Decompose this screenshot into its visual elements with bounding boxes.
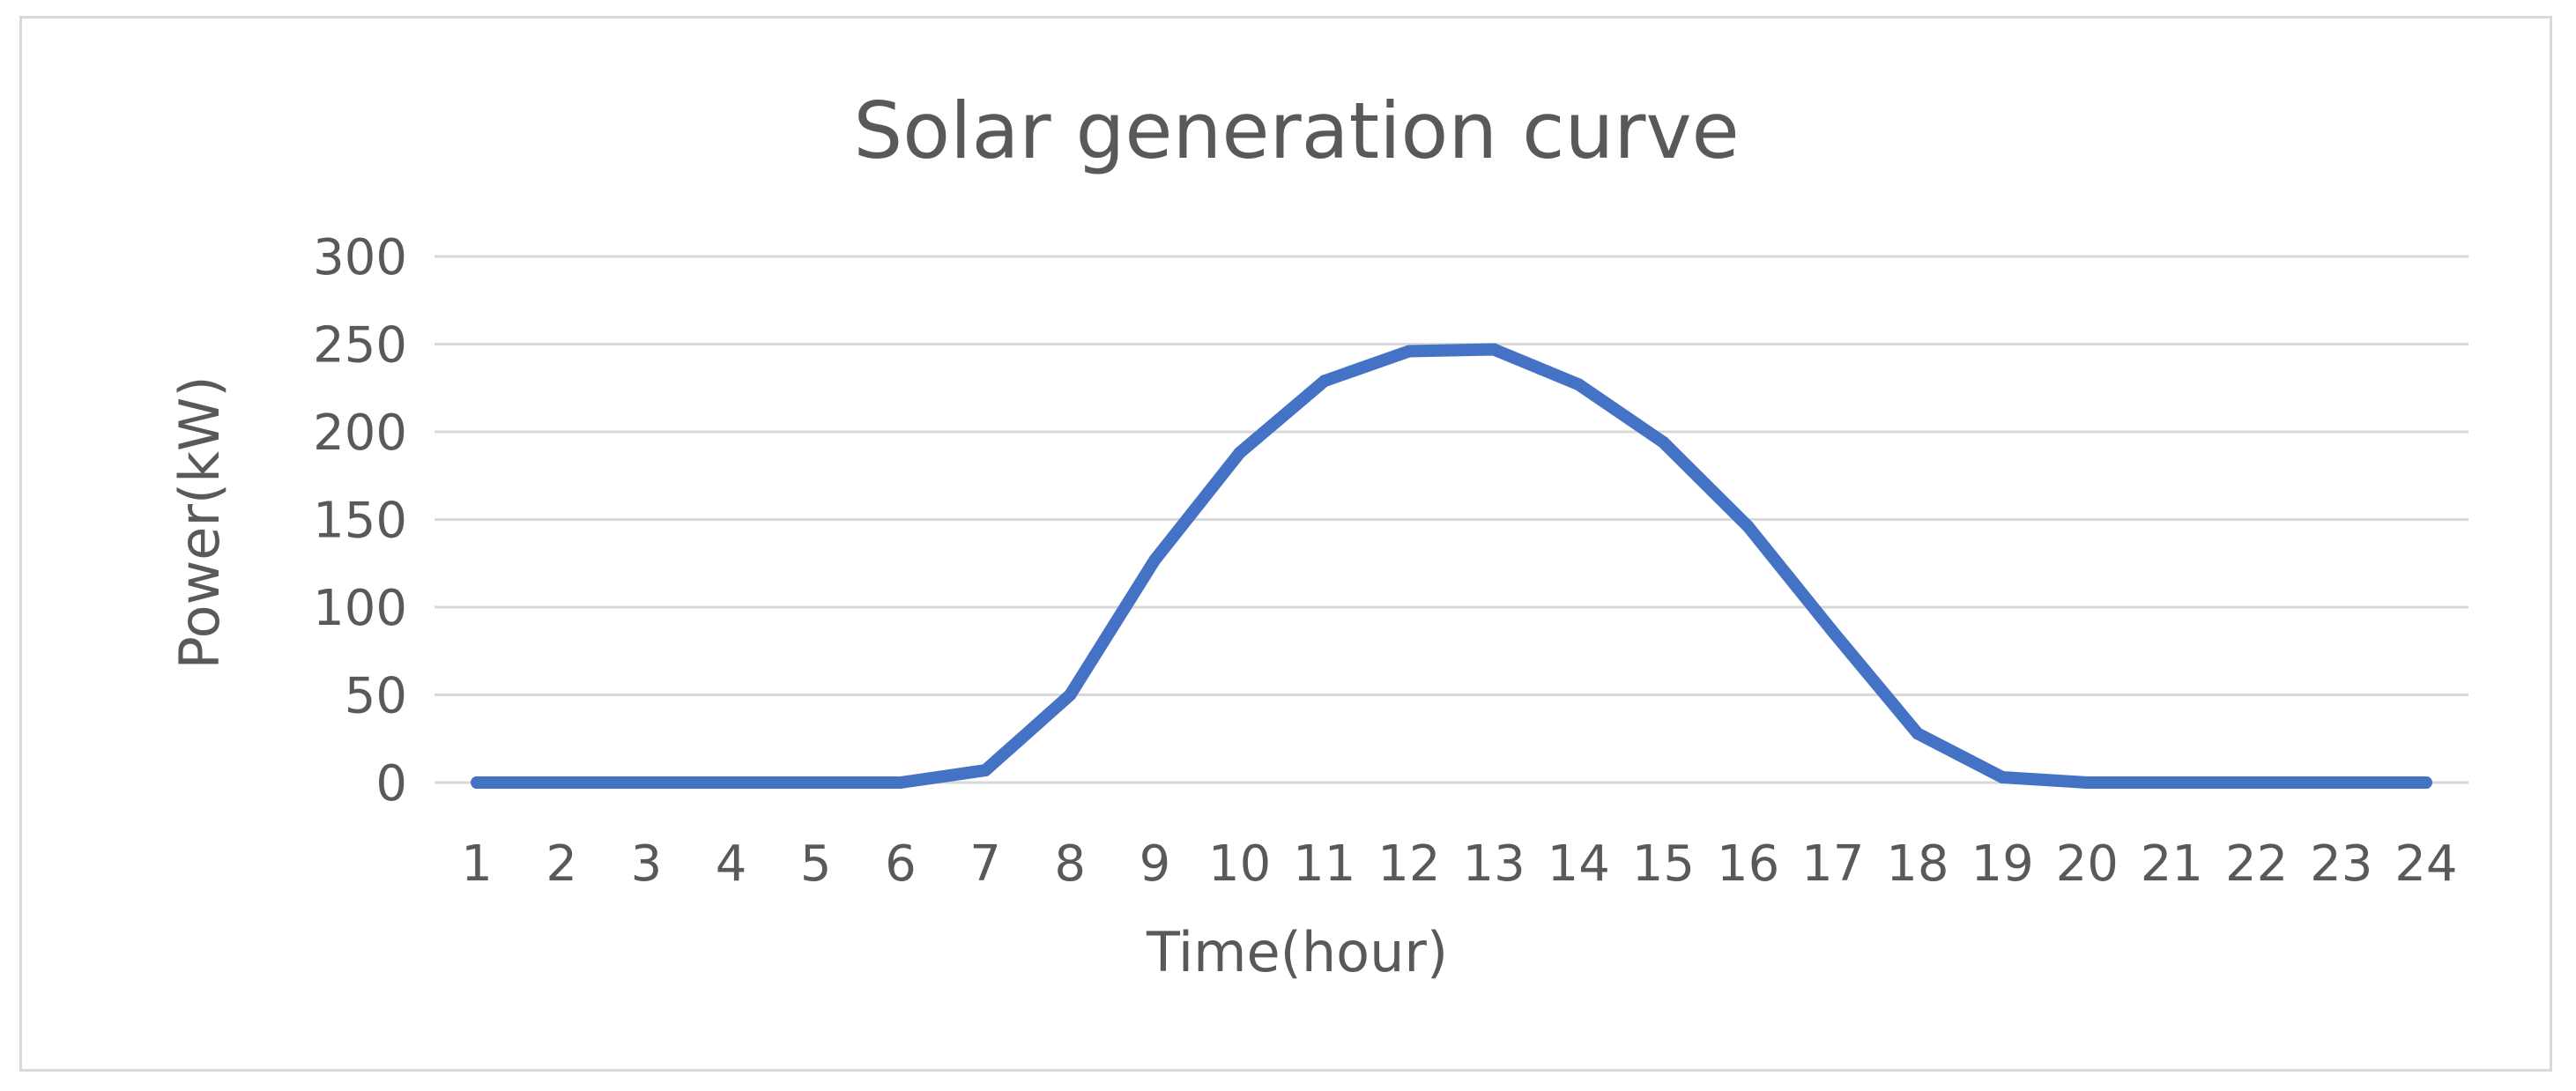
data-point [1657,435,1670,449]
y-tick-label: 0 [375,755,407,813]
x-tick-label: 22 [2225,835,2288,893]
x-tick-label: 7 [969,835,1001,893]
x-tick-label: 3 [631,835,663,893]
data-point [1233,446,1246,459]
data-point [2165,776,2179,789]
data-point [1996,771,2009,784]
data-point [1741,520,1755,533]
y-tick-label: 100 [313,580,407,637]
x-tick-label: 2 [546,835,577,893]
chart-canvas: Solar generation curve 05010015020025030… [167,85,2468,984]
x-tick-label: 5 [800,835,832,893]
x-tick-label: 21 [2141,835,2203,893]
x-tick-label: 17 [1801,835,1864,893]
data-point [809,776,822,789]
x-tick-label: 24 [2394,835,2457,893]
x-tick-label: 15 [1632,835,1695,893]
data-point [1911,727,1924,740]
x-tick-label: 9 [1140,835,1171,893]
data-point [1826,625,1839,638]
y-axis-tick-labels: 0 50 100 150 200 250 300 [313,229,407,813]
data-point [894,776,907,789]
x-tick-label: 4 [716,835,747,893]
data-point [2081,776,2094,789]
data-point [2419,776,2432,789]
x-tick-label: 23 [2310,835,2372,893]
x-tick-label: 6 [885,835,917,893]
chart-frame: Solar generation curve 0 50 100 150 200 250 30… [19,16,2552,1072]
x-tick-label: 14 [1548,835,1610,893]
y-axis-title: Power(kW) [167,375,232,669]
y-tick-label: 150 [313,493,407,550]
x-tick-label: 10 [1208,835,1271,893]
x-tick-label: 20 [2056,835,2119,893]
y-tick-label: 250 [313,317,407,375]
data-point [724,776,738,789]
x-axis-tick-labels: 1 2 3 4 5 6 7 8 9 10 11 12 13 14 15 16 17 18 19 20 21 22 23 24 [461,835,2457,893]
data-point [471,776,484,789]
data-point [1572,378,1585,391]
series-line-1 [471,343,2432,789]
x-tick-label: 18 [1886,835,1949,893]
chart-title: Solar generation curve [853,85,1739,176]
data-point [1318,375,1331,388]
data-point [1064,688,1077,701]
x-tick-label: 1 [461,835,493,893]
data-point [979,764,992,777]
data-point [1488,343,1501,356]
x-tick-label: 12 [1377,835,1440,893]
x-tick-label: 19 [1971,835,2033,893]
data-point [555,776,568,789]
x-axis-title: Time(hour) [1146,920,1448,984]
y-tick-label: 200 [313,404,407,462]
data-point [2250,776,2263,789]
data-point [1402,345,1415,358]
x-tick-label: 13 [1462,835,1525,893]
data-point [2335,776,2348,789]
y-tick-label: 300 [313,229,407,286]
x-tick-label: 11 [1293,835,1355,893]
gridlines [434,255,2468,784]
data-point [640,776,653,789]
series-layer [471,343,2432,789]
y-tick-label: 50 [345,668,407,725]
x-tick-label: 16 [1717,835,1779,893]
data-point [1148,553,1162,567]
x-tick-label: 8 [1054,835,1086,893]
